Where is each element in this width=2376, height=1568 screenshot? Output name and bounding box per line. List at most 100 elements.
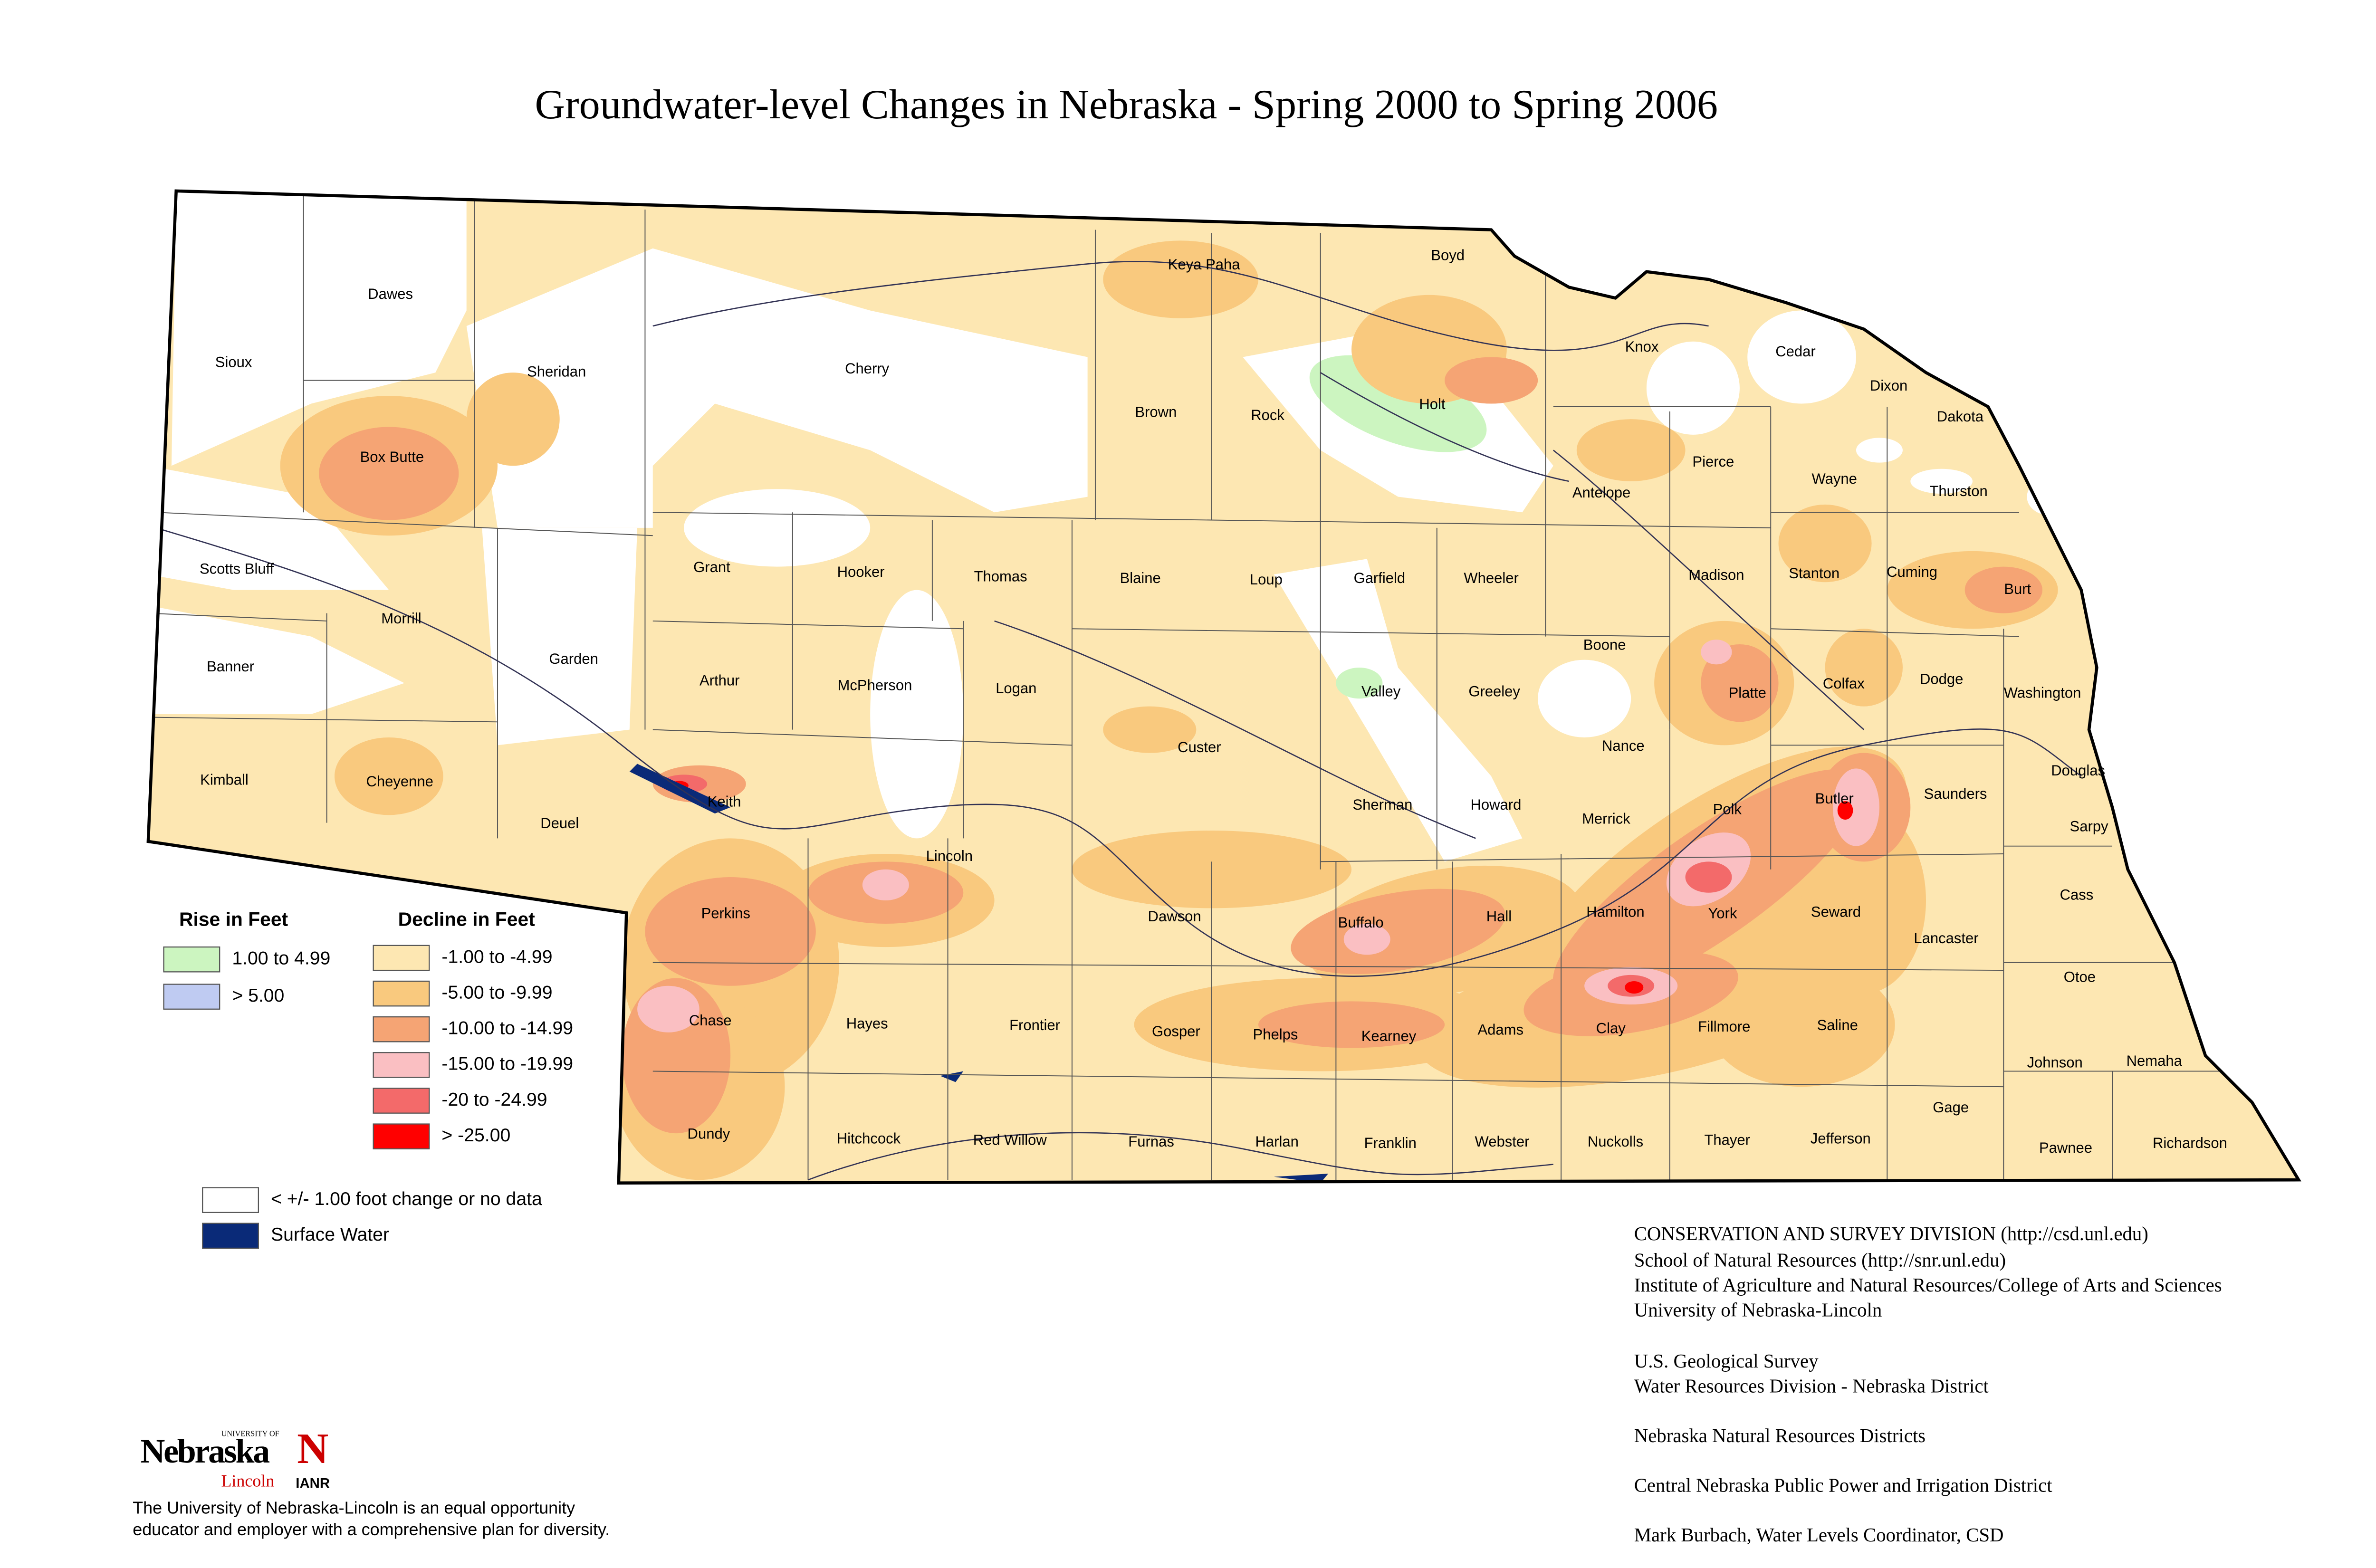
contour-area <box>1832 768 1879 846</box>
legend-label: -10.00 to -14.99 <box>441 1018 573 1039</box>
river <box>652 261 1709 351</box>
river <box>808 1132 1553 1181</box>
county-label: Garfield <box>1354 570 1406 586</box>
county-label: Gage <box>1933 1099 1969 1116</box>
disclaimer-line: The University of Nebraska-Lincoln is an… <box>133 1498 575 1517</box>
county-label: Thurston <box>1929 483 1987 499</box>
county-label: Rock <box>1251 407 1284 423</box>
county-label: Hooker <box>837 564 885 580</box>
contour-area <box>645 877 816 986</box>
contour-area <box>1576 419 1686 481</box>
county-label: Buffalo <box>1338 914 1384 931</box>
contour-area <box>1856 438 1903 463</box>
county-border <box>652 1071 2004 1088</box>
county-label: Fillmore <box>1698 1018 1750 1035</box>
contour-area <box>1336 667 1383 699</box>
county-label: Pierce <box>1692 453 1734 470</box>
contour-area <box>1309 355 1487 452</box>
river <box>1320 372 1569 482</box>
logo-university: UNIVERSITY OF <box>221 1429 279 1438</box>
contour-area <box>319 427 459 520</box>
contour-area <box>334 737 443 815</box>
county-label: Butler <box>1815 790 1854 807</box>
county-border <box>652 962 2004 971</box>
contour-area <box>1964 566 2043 613</box>
county-border <box>652 729 1072 746</box>
county-label: Garden <box>549 650 598 667</box>
county-border <box>652 512 1771 528</box>
credit-line: Central Nebraska Public Power and Irriga… <box>1634 1474 2052 1496</box>
county-border <box>652 620 964 630</box>
county-label: Dawes <box>368 286 413 302</box>
county-label: Arthur <box>699 672 739 689</box>
county-label: Dawson <box>1148 908 1201 925</box>
county-label: Stanton <box>1789 565 1839 582</box>
contour-area <box>1103 706 1197 753</box>
county-label: Jefferson <box>1811 1130 1871 1147</box>
credit-line: Institute of Agriculture and Natural Res… <box>1634 1274 2222 1296</box>
county-lines <box>148 191 2221 1180</box>
county-label: Cuming <box>1887 564 1937 580</box>
contour-area <box>1274 559 1523 862</box>
county-label: Hamilton <box>1586 903 1644 920</box>
county-label: Hitchcock <box>837 1130 901 1147</box>
county-label: Saunders <box>1924 785 1987 802</box>
contour-area <box>1801 807 1926 994</box>
contour-area <box>1685 861 1732 893</box>
legend-title: Decline in Feet <box>398 908 536 930</box>
county-label: Madison <box>1688 566 1744 583</box>
contour-area <box>1625 981 1644 994</box>
county-label: Perkins <box>701 905 750 922</box>
county-label: Clay <box>1596 1020 1626 1036</box>
contour-area <box>1708 962 1895 1087</box>
county-label: Sioux <box>215 354 252 371</box>
legend-swatch <box>202 1187 259 1213</box>
county-label: Nuckolls <box>1588 1133 1643 1150</box>
surface-water <box>940 1071 964 1082</box>
county-label: Scotts Bluff <box>200 560 274 577</box>
county-label: Burt <box>2004 581 2031 597</box>
credit-line: CONSERVATION AND SURVEY DIVISION (http:/… <box>1634 1223 2148 1244</box>
county-label: Cherry <box>845 360 890 377</box>
contour-area <box>1538 660 1631 737</box>
legend-swatch <box>373 1016 430 1042</box>
contour-area <box>870 590 964 839</box>
logo-letter: N <box>297 1424 328 1472</box>
county-label: Cedar <box>1775 343 1815 360</box>
river <box>994 620 1476 839</box>
contour-area <box>148 605 404 714</box>
county-label: Thomas <box>974 568 1027 585</box>
contour-area <box>1701 640 1732 665</box>
rivers <box>155 261 2082 1181</box>
county-label: Dixon <box>1870 377 1907 394</box>
contour-area <box>1103 240 1259 318</box>
county-label: Thayer <box>1704 1132 1750 1148</box>
county-label: Greeley <box>1468 683 1520 699</box>
county-label: Cheyenne <box>366 773 433 790</box>
county-label: Sherman <box>1352 796 1412 813</box>
contour-area <box>1646 341 1740 435</box>
county-label: Merrick <box>1582 810 1630 827</box>
county-label: Chase <box>689 1012 732 1029</box>
disclaimer-line: educator and employer with a comprehensi… <box>133 1520 610 1539</box>
county-label: Boyd <box>1431 247 1465 263</box>
county-label: York <box>1708 905 1737 922</box>
county-border <box>156 512 653 536</box>
county-label: Kimball <box>200 772 249 788</box>
legend-label: > -25.00 <box>441 1125 510 1146</box>
county-label: Hayes <box>846 1015 888 1032</box>
county-label: Boone <box>1583 636 1626 653</box>
contour-area <box>482 527 638 746</box>
legend-swatch <box>373 1123 430 1149</box>
county-label: Douglas <box>2051 762 2105 779</box>
county-label: Wheeler <box>1464 570 1519 586</box>
county-label: Franklin <box>1364 1135 1417 1151</box>
county-label: Logan <box>996 680 1036 697</box>
county-border <box>1771 628 2020 637</box>
county-label: Keith <box>708 793 741 810</box>
county-label: Saline <box>1817 1017 1858 1033</box>
county-label: Gosper <box>1152 1023 1200 1040</box>
county-label: Furnas <box>1128 1133 1174 1150</box>
county-label: Red Willow <box>973 1132 1047 1148</box>
